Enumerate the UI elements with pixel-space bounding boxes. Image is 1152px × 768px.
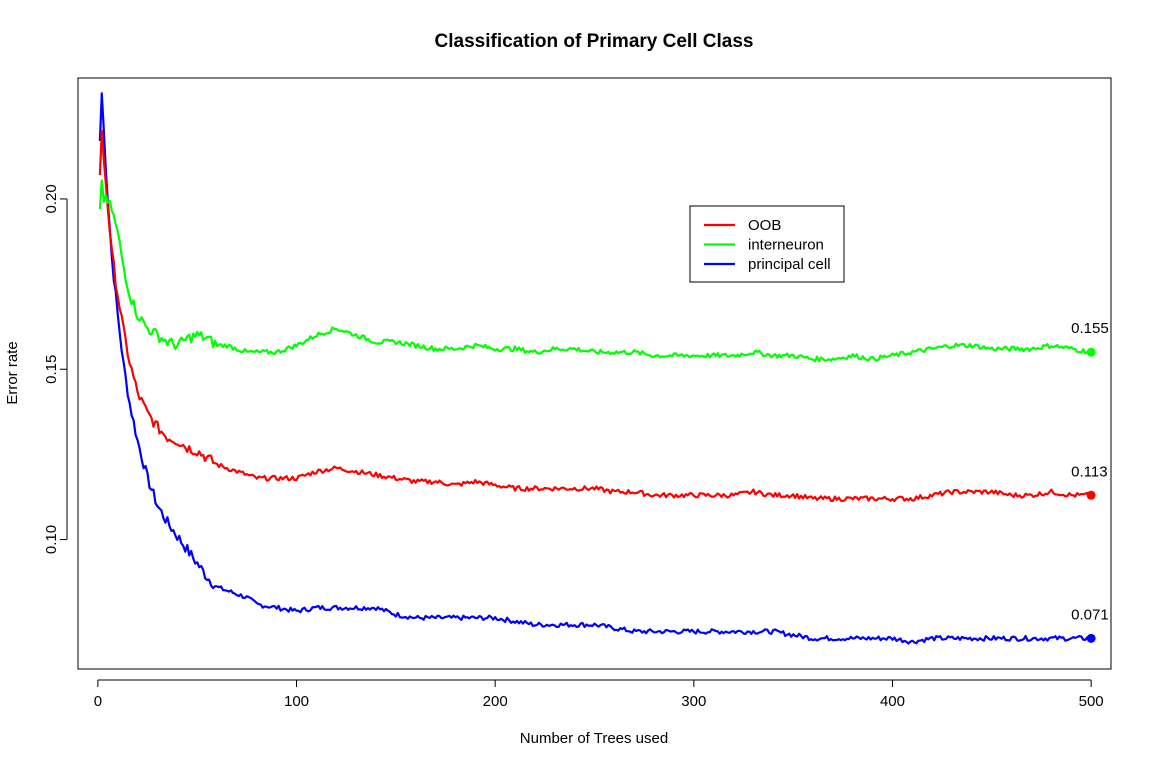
series-layer: [98, 92, 1092, 645]
y-tick-label: 0.10: [43, 525, 60, 554]
legend-label: interneuron: [748, 237, 824, 254]
endpoint-layer: 0.155 0.113 0.071: [1071, 320, 1109, 643]
series-line-OOB: [98, 129, 1092, 503]
x-tick-label: 300: [681, 693, 706, 710]
legend-label: OOB: [748, 217, 781, 234]
y-tick-label: 0.20: [43, 184, 60, 213]
series-line-principal-cell: [98, 92, 1092, 645]
x-tick-label: 400: [880, 693, 905, 710]
y-axis-label: Error rate: [4, 341, 21, 404]
legend-label: principal cell: [748, 256, 831, 273]
series-line-interneuron: [98, 179, 1092, 363]
x-tick-label: 500: [1079, 693, 1104, 710]
x-axis-label: Number of Trees used: [520, 730, 668, 747]
x-tick-label: 100: [284, 693, 309, 710]
end-point: [1086, 347, 1096, 357]
end-point: [1086, 490, 1096, 500]
x-tick-label: 0: [94, 693, 102, 710]
y-tick-label: 0.15: [43, 355, 60, 384]
end-value-label: 0.071: [1071, 606, 1109, 623]
y-axis: 0.10 0.15 0.20: [43, 184, 68, 554]
end-point: [1086, 633, 1096, 643]
plot-frame: [77, 77, 1112, 670]
chart-title: Classification of Primary Cell Class: [435, 31, 754, 52]
end-value-label: 0.113: [1071, 463, 1107, 480]
legend: OOB interneuron principal cell: [689, 205, 845, 283]
end-value-label: 0.155: [1071, 320, 1109, 337]
x-tick-label: 200: [483, 693, 508, 710]
x-axis: 0 100 200 300 400 500: [94, 679, 1104, 710]
